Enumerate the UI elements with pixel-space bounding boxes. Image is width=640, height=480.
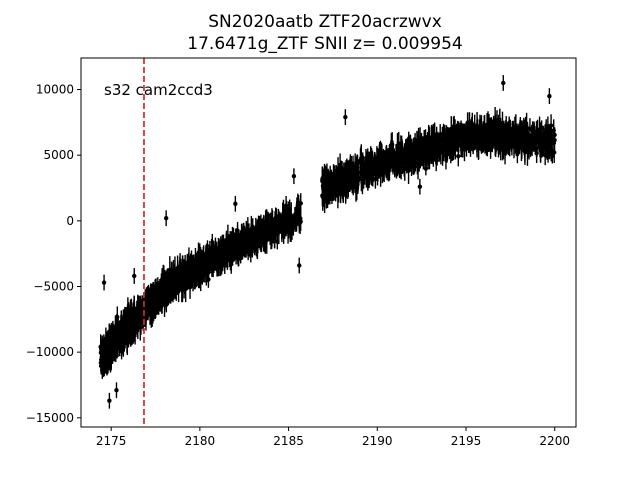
chart-title-line2: 17.6471g_ZTF SNII z= 0.009954 (187, 34, 462, 54)
data-marker (104, 358, 109, 364)
data-marker (341, 189, 346, 195)
data-point (135, 304, 140, 326)
data-marker (202, 261, 207, 266)
data-point (159, 294, 164, 313)
data-point (113, 319, 118, 346)
data-marker (135, 313, 140, 318)
data-marker (123, 315, 129, 320)
data-marker (105, 349, 111, 354)
data-marker (375, 157, 380, 162)
data-marker (280, 221, 286, 226)
data-marker (337, 162, 343, 168)
data-marker (181, 267, 186, 273)
data-marker (122, 322, 128, 327)
data-marker (197, 261, 202, 266)
data-marker (164, 285, 170, 291)
data-marker (250, 230, 255, 235)
data-marker (360, 177, 365, 183)
data-marker (360, 167, 365, 172)
data-marker (242, 243, 248, 248)
data-marker (219, 247, 225, 253)
data-marker (264, 233, 269, 239)
data-marker (369, 162, 374, 167)
data-marker (150, 289, 156, 295)
data-marker (275, 222, 280, 227)
data-marker (347, 178, 352, 183)
chart-title-line1: SN2020aatb ZTF20acrzwvx (208, 12, 442, 32)
data-marker (175, 265, 180, 271)
data-marker (255, 239, 261, 245)
data-marker (288, 225, 293, 231)
data-marker (232, 247, 237, 252)
data-marker (159, 300, 164, 306)
data-marker (236, 252, 241, 258)
data-marker (239, 229, 245, 235)
data-marker (343, 185, 348, 190)
data-marker (233, 233, 239, 239)
data-marker (323, 185, 329, 191)
data-point (100, 345, 106, 363)
data-marker (349, 161, 354, 166)
data-points-layer (98, 75, 557, 409)
data-point (141, 296, 146, 321)
data-marker (190, 265, 195, 271)
data-marker (100, 351, 106, 357)
data-marker (117, 332, 122, 338)
data-marker (456, 154, 461, 159)
data-point (122, 312, 128, 337)
data-marker (283, 203, 289, 208)
data-marker (298, 201, 303, 206)
data-marker (224, 239, 229, 244)
data-point (117, 321, 122, 350)
data-point (104, 349, 109, 373)
data-marker (355, 165, 360, 171)
data-marker (366, 165, 371, 171)
data-point (109, 353, 114, 369)
data-marker (229, 242, 234, 247)
data-marker (206, 260, 212, 265)
data-marker (268, 233, 274, 238)
data-marker (126, 328, 132, 334)
data-marker (258, 233, 263, 238)
data-marker (173, 283, 178, 289)
data-marker (292, 218, 297, 223)
data-marker (337, 181, 343, 187)
data-marker (320, 178, 325, 184)
data-point (126, 321, 132, 340)
data-marker (109, 358, 114, 364)
data-marker (294, 210, 300, 215)
data-marker (185, 274, 191, 279)
data-marker (243, 232, 249, 237)
data-point (150, 296, 155, 321)
data-point (160, 278, 166, 299)
data-marker (350, 184, 355, 189)
data-marker (160, 286, 166, 291)
data-marker (329, 184, 334, 190)
data-marker (161, 275, 167, 281)
data-point (164, 278, 170, 298)
data-marker (209, 246, 214, 252)
data-marker (216, 252, 222, 258)
data-marker (113, 330, 118, 335)
data-marker (323, 173, 328, 179)
data-marker (150, 306, 155, 311)
data-point (105, 343, 111, 360)
data-marker (352, 174, 357, 180)
data-marker (141, 306, 146, 311)
data-marker (379, 150, 384, 155)
